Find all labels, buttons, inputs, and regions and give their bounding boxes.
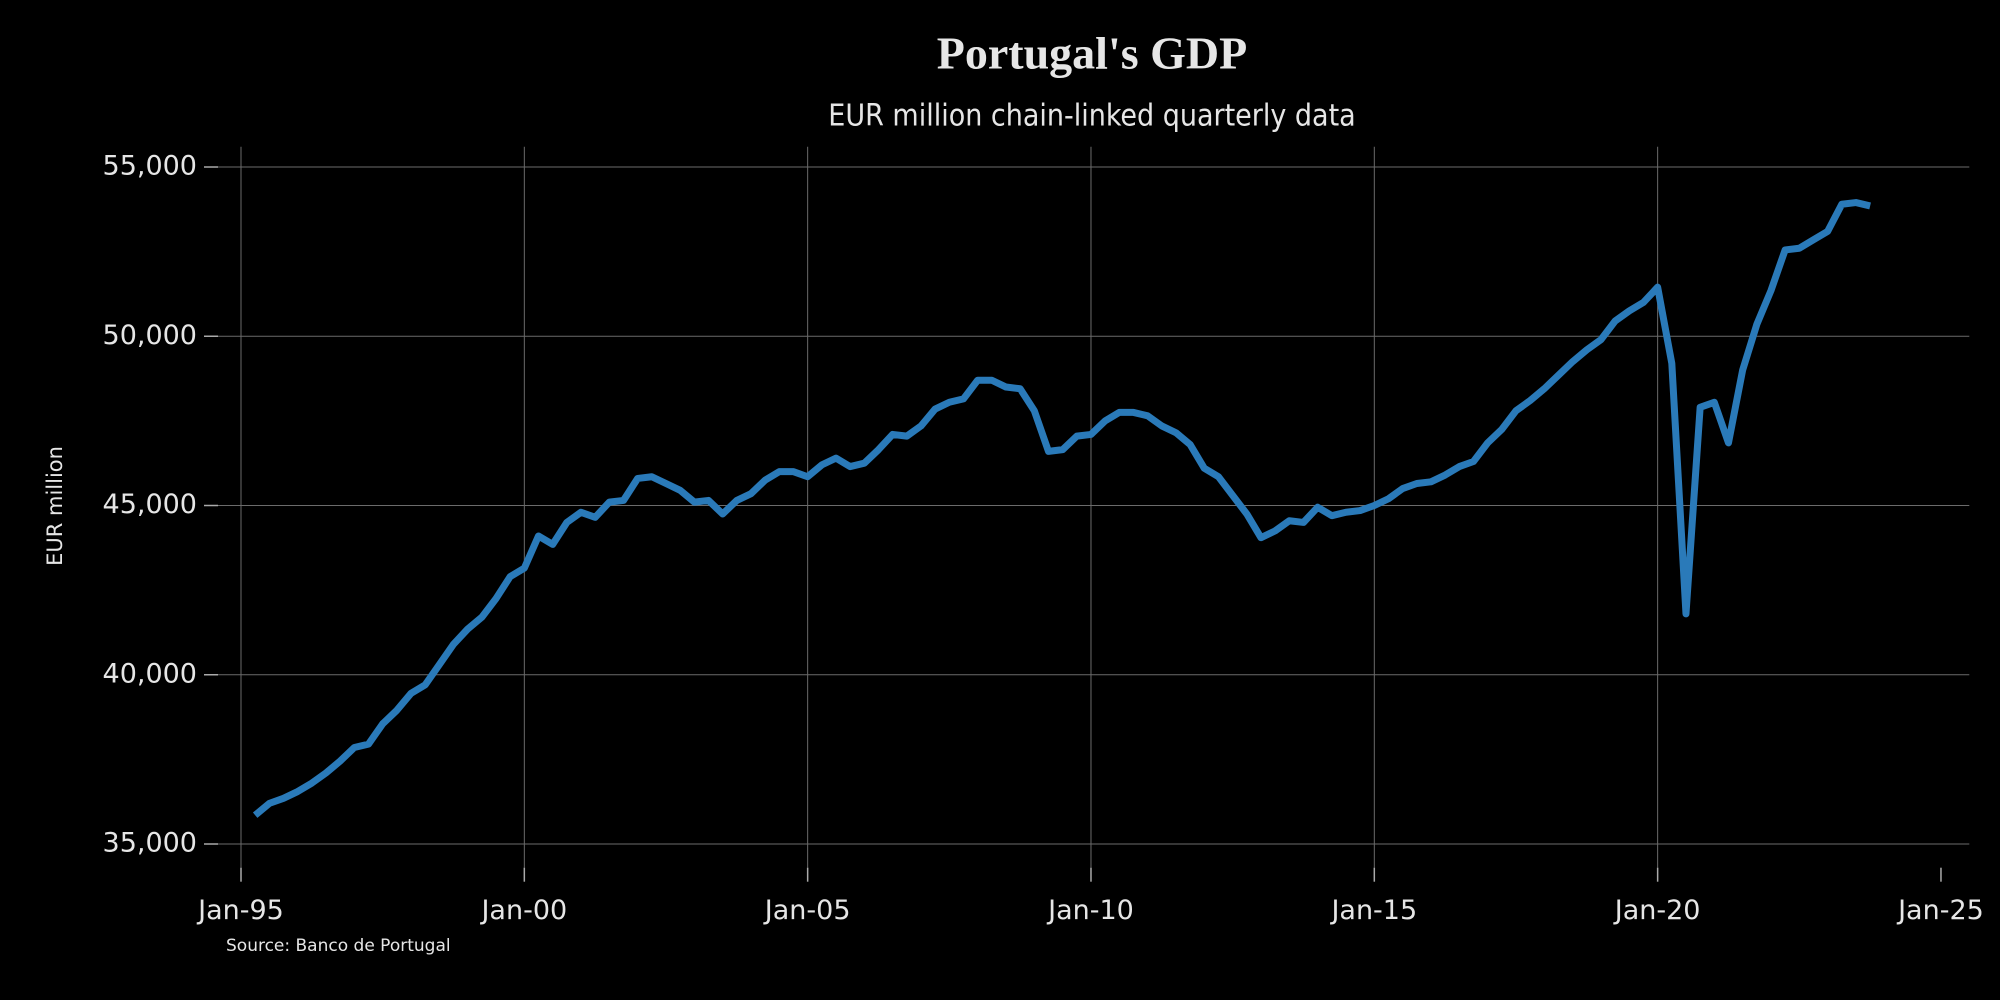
x-tick-label: Jan-20 <box>1613 895 1701 926</box>
y-tick-label: 50,000 <box>103 320 197 351</box>
x-tick-label: Jan-10 <box>1046 895 1134 926</box>
x-tick-label: Jan-05 <box>763 895 851 926</box>
y-tick-label: 40,000 <box>103 658 197 689</box>
chart-title: Portugal's GDP <box>937 28 1247 79</box>
x-tick-label: Jan-25 <box>1896 895 1984 926</box>
gdp-line <box>252 199 1871 818</box>
chart-subtitle: EUR million chain-linked quarterly data <box>828 99 1355 134</box>
source-note: Source: Banco de Portugal <box>226 936 451 956</box>
x-tick-label: Jan-00 <box>479 895 567 926</box>
y-axis-label: EUR million <box>43 446 67 566</box>
x-tick-label: Jan-95 <box>196 895 284 926</box>
y-tick-label: 55,000 <box>103 151 197 182</box>
x-tick-label: Jan-15 <box>1329 895 1417 926</box>
y-tick-label: 35,000 <box>103 828 197 859</box>
y-tick-label: 45,000 <box>103 489 197 520</box>
